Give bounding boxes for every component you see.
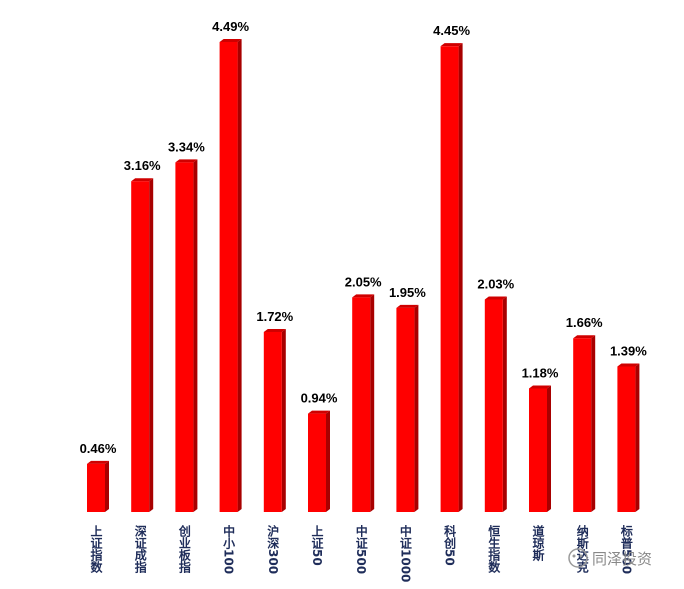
bar-top — [352, 294, 375, 298]
bar-top — [440, 43, 463, 47]
value-label: 1.18% — [522, 365, 559, 380]
value-label: 0.94% — [301, 391, 338, 406]
bar — [529, 388, 547, 512]
bar-side — [502, 296, 507, 512]
x-tick-label: 上证50 — [310, 524, 324, 566]
bar-side — [370, 294, 375, 512]
bar-top — [263, 328, 286, 332]
bar-top — [87, 460, 109, 464]
x-tick-label: 科创50 — [443, 524, 457, 566]
x-tick-label: 恒生指数 — [487, 524, 501, 574]
bar-top — [617, 363, 640, 367]
bar-side — [281, 328, 286, 512]
value-label: 3.34% — [168, 139, 205, 154]
bar — [396, 307, 415, 512]
bar — [263, 331, 282, 512]
value-label: 2.05% — [345, 274, 382, 289]
bar-top — [573, 335, 596, 339]
bar — [484, 299, 503, 512]
bar — [175, 162, 194, 513]
value-label: 1.66% — [566, 315, 603, 330]
value-label: 4.45% — [433, 23, 470, 38]
bar-top — [219, 39, 242, 42]
bar-top — [529, 385, 551, 389]
value-label: 0.46% — [80, 441, 117, 456]
bar-top — [396, 304, 419, 308]
watermark-icon — [568, 548, 588, 568]
x-tick-label: 标普500 — [619, 524, 633, 575]
bar — [352, 297, 371, 512]
x-tick-label: 创业板指 — [177, 524, 191, 574]
bar-side — [237, 39, 242, 512]
bar-side — [547, 385, 551, 512]
bar-top — [484, 296, 507, 300]
bar-side — [458, 43, 463, 513]
bar-side — [635, 363, 640, 512]
bar-side — [105, 460, 109, 512]
bar — [131, 181, 150, 512]
watermark: 同泽投资 — [592, 550, 652, 568]
bar-side — [149, 178, 154, 512]
bar — [308, 413, 326, 512]
plot: 0.46% 上证指数 3.16% 深证成指 3.34% 创业板指 4.49% 中小100 1.7… — [80, 19, 648, 582]
bar-side — [193, 159, 198, 513]
bar-top — [308, 410, 330, 414]
bar-side — [414, 304, 419, 512]
value-label: 1.39% — [610, 343, 647, 358]
x-tick-label: 道琼斯 — [531, 524, 545, 562]
bar-side — [326, 410, 330, 512]
bar — [219, 42, 238, 512]
x-tick-label: 深证成指 — [133, 524, 147, 574]
value-label: 1.95% — [389, 285, 426, 300]
value-label: 3.16% — [124, 158, 161, 173]
bar — [87, 463, 105, 512]
bar — [617, 366, 636, 512]
value-label: 2.03% — [477, 277, 514, 292]
value-label: 4.49% — [212, 19, 249, 34]
x-tick-label: 中小100 — [222, 524, 236, 575]
bar-top — [175, 159, 198, 163]
x-tick-label: 中证1000 — [398, 524, 412, 583]
x-tick-label: 沪深300 — [266, 524, 280, 575]
bar-top — [131, 178, 154, 182]
value-label: 1.72% — [256, 309, 293, 324]
x-tick-label: 上证指数 — [89, 524, 103, 574]
bar-side — [591, 335, 596, 512]
x-tick-label: 中证500 — [354, 524, 368, 575]
bar — [573, 338, 592, 512]
bar — [440, 46, 459, 513]
